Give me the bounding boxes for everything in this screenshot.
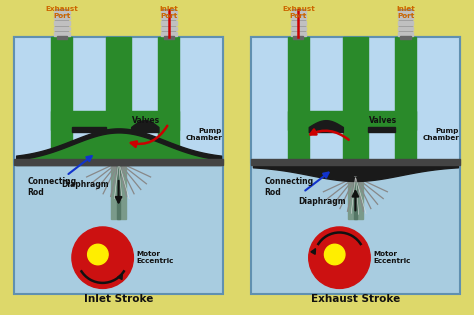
Bar (291, 27, 307, 30)
Bar (398, 32, 413, 36)
Circle shape (88, 244, 108, 265)
Circle shape (309, 227, 370, 289)
Bar (54, 16, 70, 19)
Bar (343, 37, 368, 162)
Text: Connecting
Rod: Connecting Rod (264, 177, 313, 197)
Bar (161, 32, 177, 36)
Circle shape (72, 227, 133, 289)
Bar (288, 37, 309, 162)
Text: Exhaust
Port: Exhaust Port (282, 6, 315, 19)
Bar (292, 7, 305, 37)
Bar (398, 27, 413, 30)
Bar (398, 21, 413, 25)
Bar (117, 162, 120, 219)
Bar (51, 111, 179, 130)
Bar (251, 159, 460, 165)
Bar (158, 37, 179, 162)
Text: Inlet
Port: Inlet Port (159, 6, 178, 19)
Bar (164, 36, 173, 39)
Bar (161, 21, 177, 25)
Bar (14, 37, 223, 294)
Bar (399, 7, 412, 37)
Text: Motor
Eccentric: Motor Eccentric (137, 251, 174, 264)
Bar (395, 37, 416, 162)
Bar (251, 37, 460, 162)
Text: Inlet Stroke: Inlet Stroke (84, 295, 153, 304)
Bar (161, 16, 177, 19)
Bar (111, 162, 126, 219)
Bar (162, 7, 175, 37)
Bar (54, 32, 70, 36)
Bar (14, 159, 223, 165)
Bar (398, 16, 413, 19)
Bar (251, 37, 460, 294)
Text: Valves: Valves (369, 116, 397, 125)
Bar (57, 36, 67, 39)
Bar (293, 36, 303, 39)
Bar (54, 11, 70, 14)
Bar (401, 36, 410, 39)
Circle shape (324, 244, 345, 265)
Text: Pump
Chamber: Pump Chamber (185, 128, 222, 141)
Bar (348, 177, 363, 219)
Bar (291, 32, 307, 36)
Bar (354, 177, 357, 219)
Bar (51, 37, 72, 162)
Bar (72, 127, 106, 132)
Text: Diaphragm: Diaphragm (62, 180, 109, 189)
Bar (291, 16, 307, 19)
Bar (55, 7, 68, 37)
Text: Diaphragm: Diaphragm (299, 197, 346, 206)
Text: Exhaust Stroke: Exhaust Stroke (311, 295, 400, 304)
Text: Motor
Eccentric: Motor Eccentric (374, 251, 411, 264)
Text: Inlet
Port: Inlet Port (396, 6, 415, 19)
Bar (161, 11, 177, 14)
Bar (291, 21, 307, 25)
Bar (291, 11, 307, 14)
Text: Pump
Chamber: Pump Chamber (422, 128, 459, 141)
Bar (398, 11, 413, 14)
Bar (54, 21, 70, 25)
Text: Connecting
Rod: Connecting Rod (27, 177, 77, 197)
Bar (54, 27, 70, 30)
Bar (106, 37, 131, 162)
Text: Valves: Valves (132, 116, 160, 125)
Text: Exhaust
Port: Exhaust Port (46, 6, 78, 19)
Bar (368, 127, 395, 132)
Bar (14, 37, 223, 162)
Bar (161, 27, 177, 30)
Bar (288, 111, 416, 130)
